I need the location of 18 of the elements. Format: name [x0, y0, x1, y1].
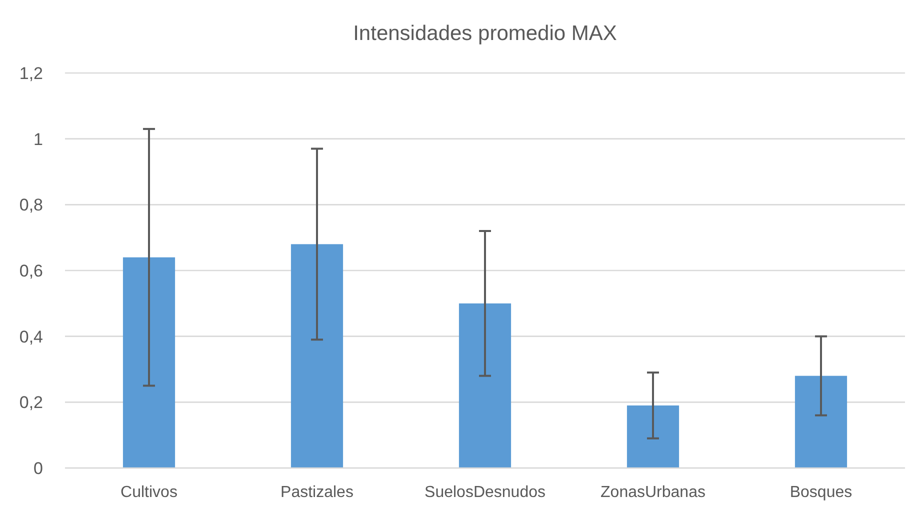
y-tick-label: 0,6: [19, 261, 43, 280]
bar: [122, 257, 176, 468]
y-tick-label: 1: [34, 130, 43, 149]
bar: [626, 405, 680, 468]
bar: [794, 376, 848, 468]
y-tick-label: 0,2: [19, 393, 43, 412]
x-tick-label: Pastizales: [280, 484, 354, 501]
x-tick-label: ZonasUrbanas: [600, 484, 706, 501]
chart-title: Intensidades promedio MAX: [353, 22, 617, 45]
y-tick-label: 1,2: [19, 64, 43, 83]
x-tick-label: SuelosDesnudos: [424, 484, 546, 501]
x-tick-label: Bosques: [790, 484, 852, 501]
y-tick-label: 0: [34, 458, 43, 478]
bar: [458, 303, 512, 468]
y-tick-label: 0,8: [19, 196, 43, 215]
bar: [290, 244, 344, 468]
y-tick-label: 0,4: [19, 327, 43, 346]
x-tick-label: Cultivos: [120, 484, 178, 501]
